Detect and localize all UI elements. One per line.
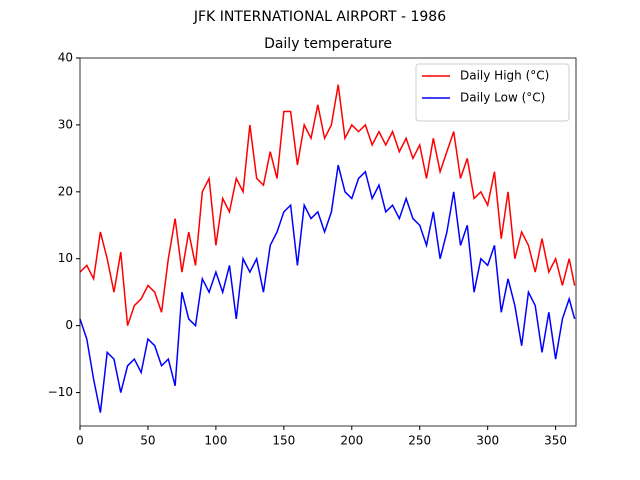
chart-title: Daily temperature <box>264 36 392 52</box>
x-tick-label: 150 <box>272 434 295 448</box>
legend-label: Daily Low (°C) <box>460 91 545 105</box>
y-tick-label: 40 <box>58 51 73 65</box>
plot-frame <box>79 57 577 427</box>
x-tick-label: 100 <box>204 434 227 448</box>
x-tick-label: 0 <box>76 434 84 448</box>
y-tick-label: 30 <box>58 117 73 131</box>
line-series <box>79 84 576 326</box>
x-tick-label: 350 <box>544 434 567 448</box>
x-tick-label: 50 <box>140 434 155 448</box>
x-tick-label: 300 <box>476 434 499 448</box>
y-tick-label: 10 <box>58 251 73 265</box>
y-tick-label: −10 <box>48 385 73 399</box>
x-tick-label: 200 <box>340 434 363 448</box>
suptitle: JFK INTERNATIONAL AIRPORT - 1986 <box>193 9 446 25</box>
x-tick-label: 250 <box>408 434 431 448</box>
y-tick-label: 20 <box>58 184 73 198</box>
legend-box <box>415 63 570 122</box>
y-tick-label: 0 <box>65 318 73 332</box>
legend-label: Daily High (°C) <box>460 69 549 83</box>
line-series <box>79 164 576 413</box>
